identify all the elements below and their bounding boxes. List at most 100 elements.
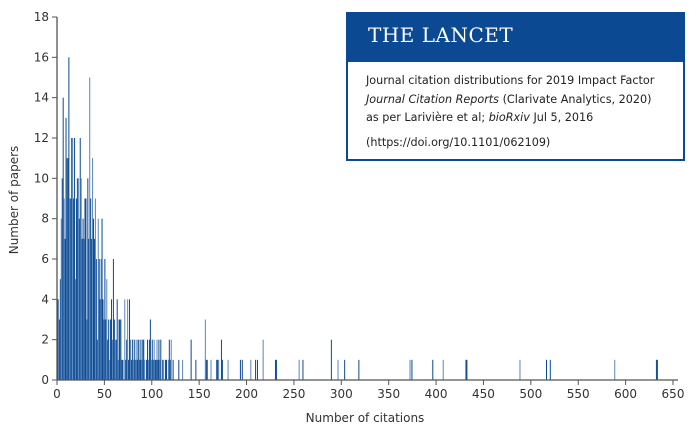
histogram-bar [93,218,95,380]
histogram-bar [69,198,71,380]
histogram-bar [409,359,411,380]
histogram-bar [66,158,68,380]
histogram-bar [358,359,360,380]
histogram-bar [167,359,169,380]
histogram-bar [73,198,75,380]
histogram-bar [61,178,63,380]
histogram-bar [59,279,61,380]
histogram-bar [118,319,120,380]
histogram-bar [302,359,304,380]
x-tick-label: 100 [140,387,163,401]
x-tick-label: 650 [662,387,685,401]
histogram-bar [82,218,84,380]
histogram-bar [168,339,170,380]
histogram-bar [112,259,114,380]
x-tick-label: 150 [188,387,211,401]
histogram-bar [162,359,164,380]
x-tick-label: 50 [97,387,112,401]
histogram-bar [85,198,87,380]
histogram-bar [172,359,174,380]
histogram-bar [141,359,143,380]
histogram-bar [656,359,658,380]
histogram-bar [75,279,77,380]
histogram-bar [117,359,119,380]
histogram-bar [157,359,159,380]
x-axis-label: Number of citations [306,411,425,425]
legend-box: THE LANCET Journal citation distribution… [346,12,685,161]
x-tick-label: 300 [330,387,353,401]
histogram-bar [111,339,113,380]
legend-line-3-a: as per Larivière et al; [366,111,489,124]
histogram-bar [63,198,65,380]
legend-line-2-rest: (Clarivate Analytics, 2020) [499,92,652,106]
histogram-bar [146,359,148,380]
histogram-bar [90,198,92,380]
histogram-bar [136,359,138,380]
histogram-bar [104,259,106,380]
histogram-bar [102,299,104,380]
histogram-bar [74,138,76,380]
histogram-bar [125,359,127,380]
histogram-bar [256,359,258,380]
histogram-bar [221,359,223,380]
x-tick-label: 400 [425,387,448,401]
histogram-bar [148,339,150,380]
histogram-bar [109,359,111,380]
histogram-bar [169,359,171,380]
histogram-bar [142,339,144,380]
histogram-bar [217,359,219,380]
histogram-bar [78,218,80,380]
histogram-bar [58,319,60,380]
legend-jcr: Journal Citation Reports [366,92,500,106]
histogram-bar [128,359,130,380]
histogram-bar [442,359,444,380]
histogram-bar [131,339,133,380]
x-tick-label: 350 [377,387,400,401]
histogram-bar [81,238,83,380]
histogram-bar [170,339,172,380]
histogram-bar [83,238,85,380]
histogram-bar [110,319,112,380]
histogram-bar [204,319,206,380]
x-tick-label: 0 [53,387,61,401]
histogram-bar [158,339,160,380]
histogram-bar [140,339,142,380]
histogram-bar [108,319,110,380]
histogram-bar [466,359,468,380]
histogram-bar [115,339,117,380]
x-tick-label: 500 [519,387,542,401]
histogram-bar [100,259,102,380]
histogram-bar [134,359,136,380]
histogram-bar [149,319,151,380]
histogram-bar [519,359,521,380]
histogram-bar [156,339,158,380]
legend-line-2: Journal Citation Reports (Clarivate Anal… [366,91,683,110]
histogram-bar [122,359,124,380]
legend-text: Journal citation distributions for 2019 … [348,62,683,152]
histogram-bar [105,319,107,380]
histogram-bar [195,359,197,380]
histogram-bar [137,339,139,380]
histogram-bar [143,339,145,380]
histogram-bar [275,359,277,380]
histogram-bar [165,359,167,380]
histogram-bar [337,359,339,380]
legend-line-3: as per Larivière et al; bioRxiv Jul 5, 2… [366,109,683,128]
legend-line-3-b: Jul 5, 2016 [529,111,594,124]
histogram-bar [138,339,140,380]
histogram-bar [71,138,73,380]
histogram-bar [151,339,153,380]
histogram-bar [120,319,122,380]
y-tick-label: 10 [34,171,49,185]
histogram-bar [546,359,548,380]
histogram-bar [160,339,162,380]
histogram-bar [114,339,116,380]
histogram-bar [77,178,79,380]
legend-doi: (https://doi.org/10.1101/062109) [366,135,551,149]
y-tick-label: 0 [41,373,49,387]
histogram-bar [94,198,96,380]
histogram-bar [129,339,131,380]
histogram-bar [153,339,155,380]
histogram-bar [111,299,113,380]
histogram-bar [132,359,134,380]
